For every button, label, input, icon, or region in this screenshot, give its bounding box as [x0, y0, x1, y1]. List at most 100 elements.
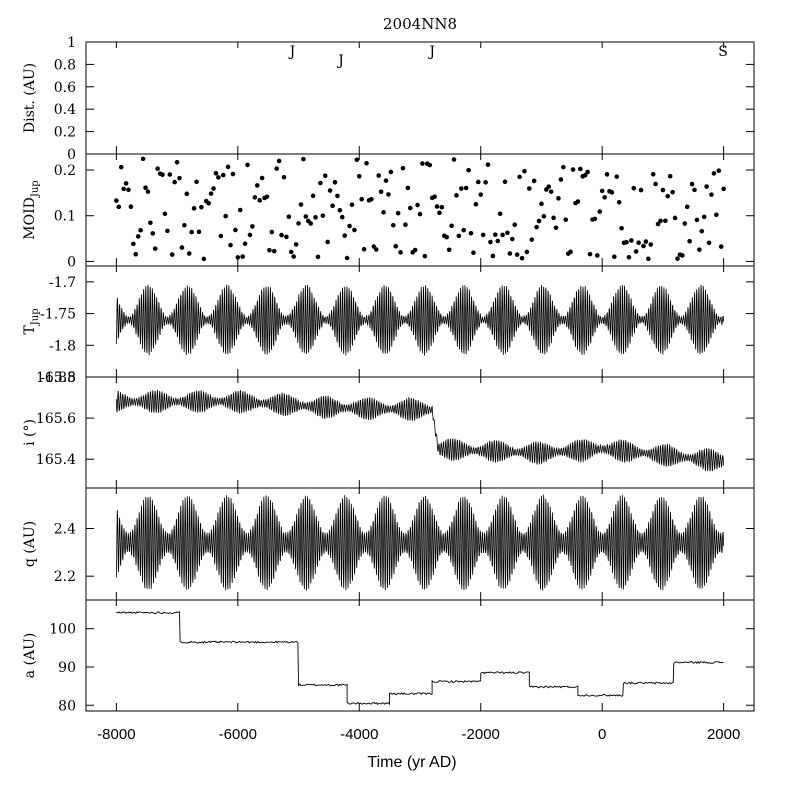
- y-tick-label: -1.85: [40, 370, 76, 386]
- y-tick-label: 165.6: [36, 411, 76, 427]
- moid-point: [675, 256, 680, 261]
- moid-point: [539, 201, 544, 207]
- moid-point: [641, 243, 646, 249]
- moid-point: [135, 234, 141, 239]
- moid-point: [706, 240, 712, 246]
- moid-point: [337, 207, 343, 213]
- moid-point: [165, 228, 170, 234]
- moid-point: [458, 186, 464, 191]
- y-tick-label: 165.8: [36, 370, 76, 386]
- moid-point: [471, 250, 476, 255]
- moid-point: [398, 250, 403, 255]
- moid-point: [386, 192, 391, 197]
- moid-point: [670, 189, 675, 195]
- moid-point: [665, 193, 671, 199]
- moid-point: [570, 167, 576, 172]
- moid-point: [592, 216, 598, 222]
- moid-point: [563, 217, 569, 222]
- moid-point: [551, 215, 556, 221]
- moid-point: [339, 214, 345, 220]
- moid-point: [126, 187, 131, 193]
- moid-point: [259, 175, 265, 181]
- x-tick-label: -6000: [219, 726, 257, 743]
- x-axis-label: Time (yr AD): [367, 754, 456, 771]
- moid-point: [150, 231, 156, 236]
- moid-point: [514, 252, 520, 257]
- moid-point: [575, 199, 581, 204]
- moid-point: [143, 185, 148, 190]
- moid-point: [624, 239, 629, 245]
- moid-point: [699, 228, 705, 234]
- y-axis-label: Dist. (AU): [22, 63, 38, 133]
- moid-point: [463, 185, 469, 191]
- moid-point: [655, 221, 661, 227]
- moid-point: [172, 179, 177, 185]
- panel-a: 80 90 100 a (AU): [22, 599, 755, 714]
- moid-point: [276, 158, 282, 164]
- moid-point: [218, 233, 224, 239]
- moid-point: [388, 169, 394, 175]
- moid-point: [359, 196, 365, 202]
- moid-point: [177, 175, 182, 181]
- moid-point: [296, 221, 301, 226]
- moid-point: [697, 247, 702, 253]
- moid-point: [631, 185, 637, 191]
- moid-point: [495, 238, 501, 244]
- moid-point: [417, 211, 423, 217]
- moid-point: [315, 254, 321, 260]
- moid-point: [541, 213, 547, 219]
- moid-point: [318, 180, 323, 186]
- moid-point: [439, 204, 445, 210]
- moid-point: [189, 229, 194, 235]
- moid-point: [301, 156, 306, 162]
- y-axis-label: a (AU): [22, 633, 38, 679]
- moid-point: [182, 222, 187, 228]
- moid-point: [633, 249, 639, 254]
- moid-point: [682, 221, 688, 226]
- moid-point: [395, 210, 401, 216]
- encounter-label: J: [427, 44, 435, 60]
- moid-point: [646, 256, 651, 262]
- moid-point: [612, 254, 617, 260]
- moid-point: [216, 175, 221, 180]
- moid-point: [716, 168, 722, 174]
- moid-point: [488, 239, 493, 245]
- moid-point: [658, 218, 663, 224]
- moid-point: [485, 162, 491, 167]
- moid-point: [687, 238, 692, 244]
- moid-point: [279, 232, 284, 238]
- y-tick-label: 90: [58, 660, 76, 676]
- moid-point: [483, 180, 488, 185]
- moid-point: [152, 246, 158, 251]
- moid-point: [531, 178, 537, 184]
- y-axis-label-subscript: Jup: [30, 308, 41, 326]
- moid-point: [373, 247, 379, 252]
- moid-point: [114, 198, 119, 203]
- moid-point: [155, 166, 160, 171]
- moid-point: [148, 220, 153, 226]
- moid-point: [118, 164, 124, 170]
- moid-point: [332, 180, 338, 185]
- moid-point: [519, 255, 525, 261]
- moid-point: [349, 202, 355, 208]
- y-tick-label: -1.7: [49, 275, 76, 291]
- moid-point: [174, 159, 180, 165]
- x-tick-label: -8000: [97, 726, 135, 743]
- y-tick-label: 0: [67, 147, 76, 163]
- moid-point: [322, 173, 328, 179]
- chart-title: 2004NN8: [383, 15, 457, 33]
- moid-point: [497, 211, 503, 217]
- moid-point: [468, 230, 474, 236]
- moid-point: [220, 172, 226, 178]
- moid-point: [383, 178, 389, 183]
- moid-point: [475, 179, 481, 185]
- moid-point: [446, 247, 452, 253]
- moid-point: [599, 188, 605, 194]
- moid-point: [361, 246, 367, 252]
- moid-point: [585, 169, 590, 175]
- moid-point: [267, 247, 272, 253]
